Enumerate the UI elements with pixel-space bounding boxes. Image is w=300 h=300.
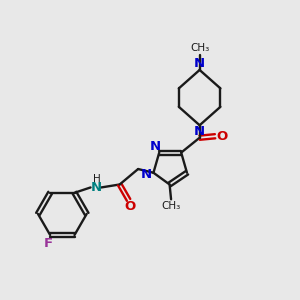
Text: N: N [194, 125, 205, 138]
Text: H: H [93, 174, 101, 184]
Text: N: N [150, 140, 161, 152]
Text: CH₃: CH₃ [161, 201, 181, 211]
Text: F: F [44, 237, 53, 250]
Text: CH₃: CH₃ [190, 43, 209, 53]
Text: O: O [216, 130, 227, 143]
Text: N: N [90, 181, 101, 194]
Text: N: N [194, 57, 205, 70]
Text: O: O [124, 200, 136, 213]
Text: N: N [140, 168, 152, 181]
